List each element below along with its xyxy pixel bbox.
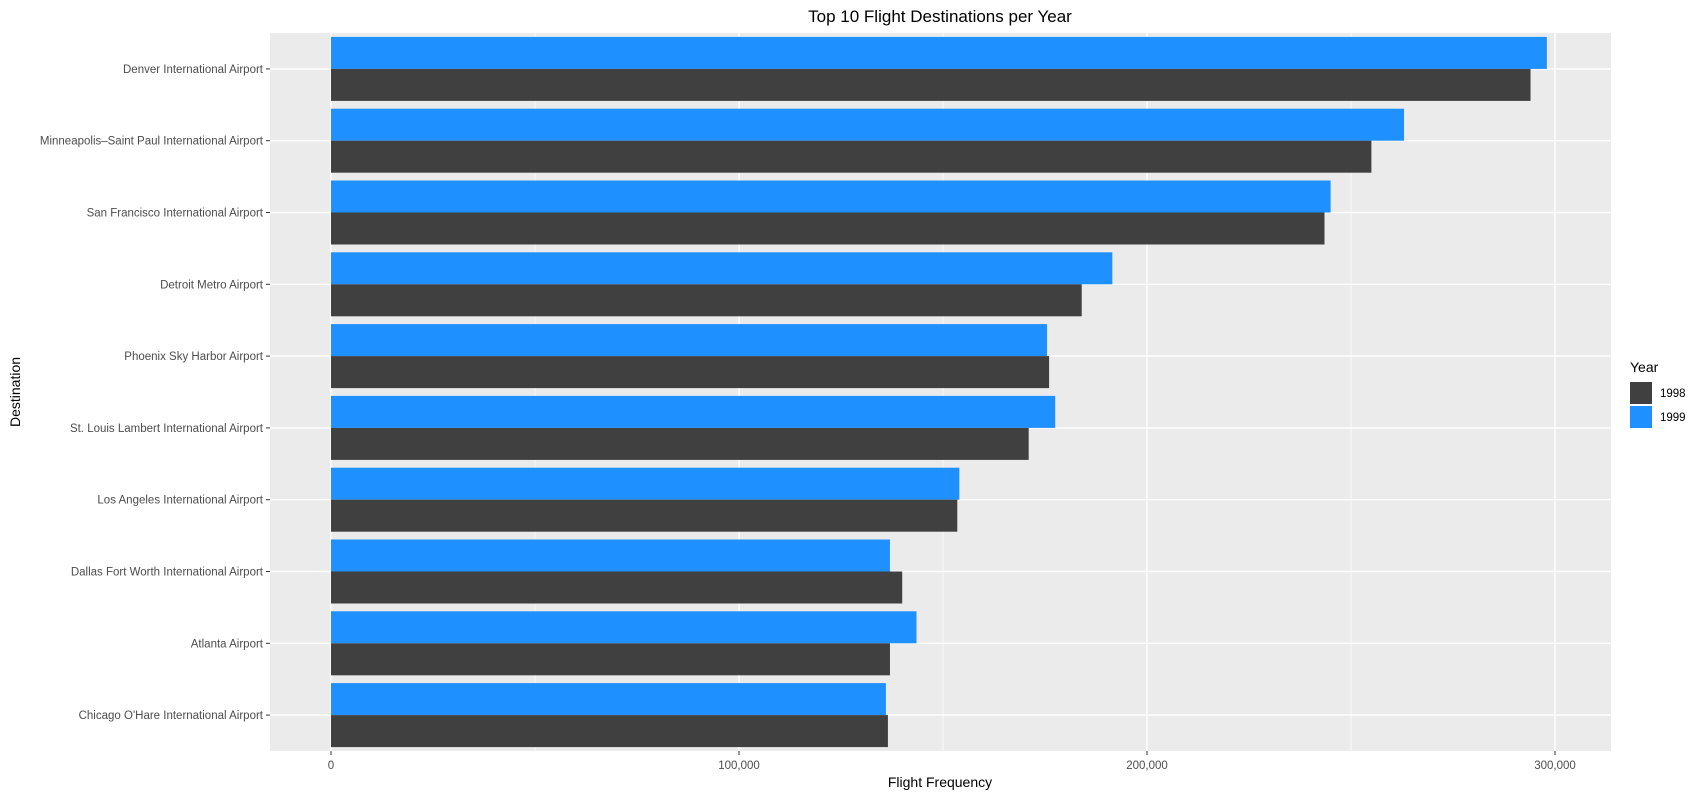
chart-title: Top 10 Flight Destinations per Year: [808, 7, 1072, 26]
x-tick-label: 100,000: [718, 760, 760, 772]
bar-1999: [331, 683, 886, 716]
bar-1998: [331, 571, 903, 604]
legend: Year 1998 1999: [1630, 359, 1686, 428]
bar-1999: [331, 252, 1113, 285]
bar-1998: [331, 140, 1372, 173]
bar-1999: [331, 180, 1331, 213]
bar-1998: [331, 212, 1325, 245]
bar-1999: [331, 395, 1056, 428]
y-tick-label: Chicago O'Hare International Airport: [79, 710, 264, 722]
bars: [331, 36, 1547, 748]
legend-key-1999: [1630, 406, 1652, 428]
y-tick-label: Atlanta Airport: [191, 638, 264, 650]
bar-1998: [331, 356, 1050, 389]
y-tick-label: Detroit Metro Airport: [160, 279, 264, 291]
y-axis: Denver International Airport Minneapolis–…: [40, 64, 270, 722]
bar-1999: [331, 539, 890, 572]
bar-1999: [331, 108, 1405, 141]
y-axis-title: Destination: [7, 357, 23, 427]
y-tick-label: Minneapolis–Saint Paul International Air…: [40, 136, 264, 148]
y-tick-label: St. Louis Lambert International Airport: [70, 423, 264, 435]
legend-key-1998: [1630, 382, 1652, 404]
y-tick-label: Dallas Fort Worth International Airport: [71, 567, 264, 579]
bar-1998: [331, 499, 958, 532]
bar-1999: [331, 324, 1048, 357]
y-tick-label: Phoenix Sky Harbor Airport: [124, 351, 264, 363]
legend-title: Year: [1630, 359, 1659, 375]
x-tick-label: 0: [328, 760, 334, 772]
bar-1999: [331, 611, 917, 644]
bar-1998: [331, 427, 1029, 460]
y-tick-label: San Francisco International Airport: [87, 208, 264, 220]
y-tick-label: Denver International Airport: [123, 64, 264, 76]
legend-label-1998: 1998: [1660, 388, 1686, 400]
bar-1998: [331, 715, 888, 748]
y-tick-label: Los Angeles International Airport: [97, 495, 263, 507]
bar-1998: [331, 68, 1531, 101]
x-tick-label: 200,000: [1126, 760, 1168, 772]
bar-1998: [331, 643, 890, 676]
bar-1999: [331, 467, 960, 500]
x-axis: 0 100,000 200,000 300,000: [328, 751, 1576, 772]
bar-1998: [331, 284, 1082, 317]
bar-1999: [331, 36, 1547, 69]
x-tick-label: 300,000: [1534, 760, 1576, 772]
legend-label-1999: 1999: [1660, 412, 1686, 424]
x-axis-title: Flight Frequency: [888, 774, 992, 790]
